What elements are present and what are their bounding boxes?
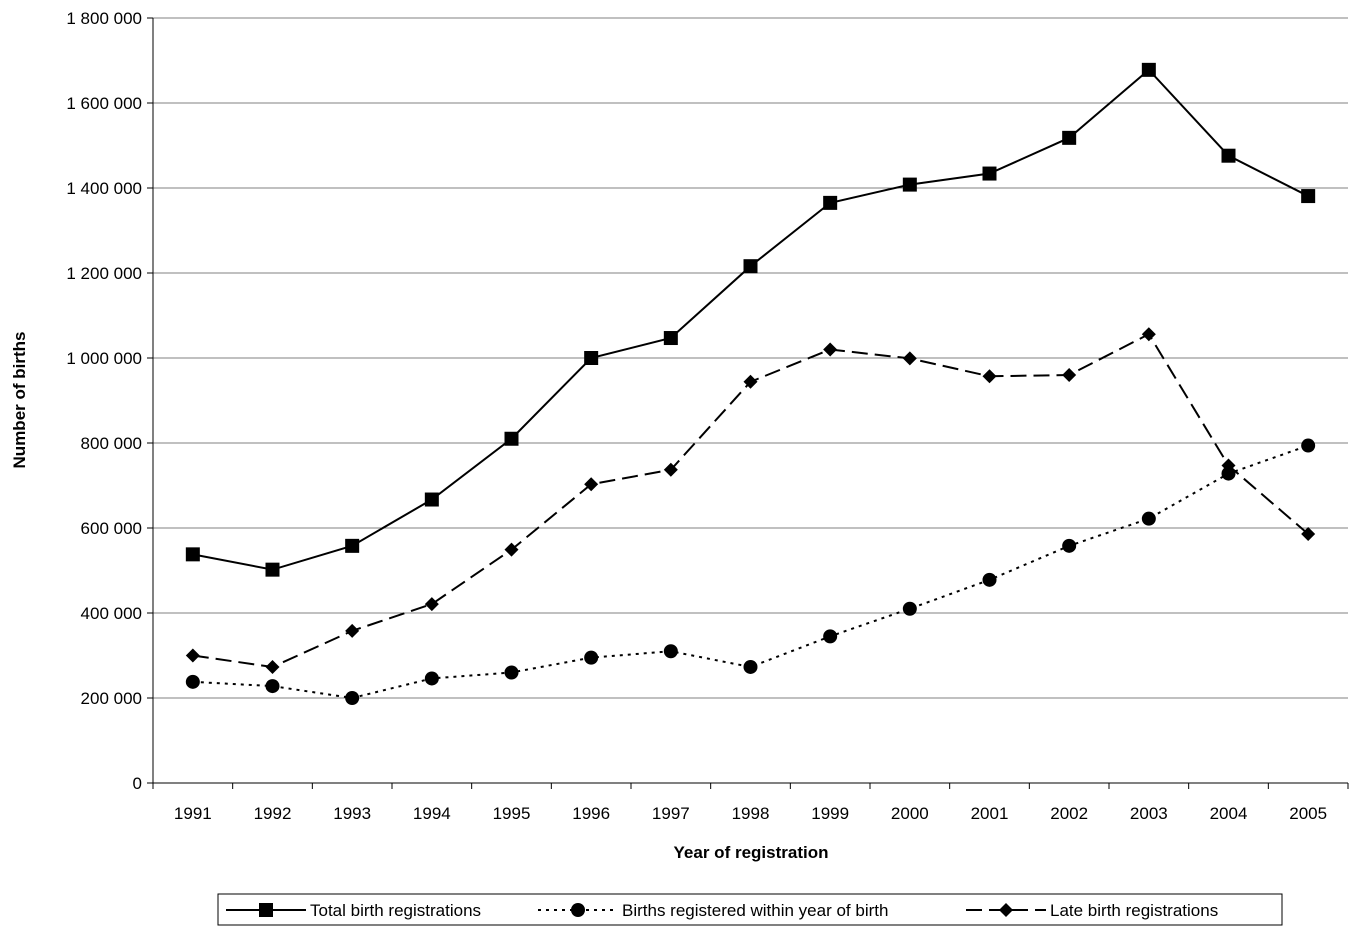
data-point [584,650,599,665]
data-point [345,691,360,705]
legend-entry: Late birth registrations [966,901,1218,920]
legend: Total birth registrations Births register… [217,893,1283,926]
y-tick-label: 1 200 000 [66,264,142,283]
data-point [1141,62,1156,77]
data-point [982,369,997,384]
y-tick-label: 1 400 000 [66,179,142,198]
legend-marker [259,903,273,917]
legend-label: Births registered within year of birth [622,901,888,920]
x-tick-label: 2002 [1050,804,1088,823]
data-point [663,331,678,346]
series-line [192,68,1309,571]
data-point [982,572,997,587]
data-point [584,477,599,492]
gridlines [153,17,1348,699]
x-tick-label: 2003 [1130,804,1168,823]
data-point [584,351,599,365]
y-axis-label: Number of births [10,332,29,469]
legend-label: Total birth registrations [310,901,481,920]
data-point [1141,511,1156,526]
data-point [265,659,280,674]
x-tick-label: 2000 [891,804,929,823]
data-point [265,562,280,577]
y-tick-label: 0 [133,774,142,793]
x-tick-label: 1999 [811,804,849,823]
data-point [743,659,758,674]
data-point [1062,130,1077,145]
legend-entry: Births registered within year of birth [538,901,888,920]
y-tick-label: 200 000 [81,689,142,708]
data-point [1301,438,1316,453]
x-tick-label: 1992 [254,804,292,823]
data-point [504,665,519,680]
series-square [185,62,1316,577]
legend-label: Late birth registrations [1050,901,1218,920]
data-point [1221,466,1236,481]
legend-box [217,893,1283,926]
legend-marker [571,903,585,917]
y-tick-label: 800 000 [81,434,142,453]
x-tick-label: 2004 [1210,804,1248,823]
axes: 0 200 000 400 000 600 000 800 000 1 000 000 1 … [66,9,1349,823]
x-axis-label: Year of registration [674,843,829,862]
data-point [1301,189,1316,204]
x-tick-label: 2001 [971,804,1009,823]
data-point [982,166,997,181]
legend-marker [999,903,1013,917]
data-point [345,623,360,638]
x-tick-label: 1991 [174,804,212,823]
y-tick-label: 1 800 000 [66,9,142,28]
data-point [902,601,917,616]
x-tick-label: 1993 [333,804,371,823]
data-point [504,431,519,446]
data-point [1141,327,1156,342]
y-tick-label: 400 000 [81,604,142,623]
y-tick-label: 1 000 000 [66,349,142,368]
y-tick-label: 1 600 000 [66,94,142,113]
data-point [185,547,200,562]
x-tick-label: 1997 [652,804,690,823]
data-point [424,671,439,686]
series-line [192,444,1309,700]
data-point [345,538,360,553]
legend-entry: Total birth registrations [226,901,481,920]
data-point [1062,368,1077,382]
data-point [1221,458,1236,473]
data-point [424,492,439,507]
data-point [504,542,519,557]
series-diamond [185,327,1316,674]
y-tick-label: 600 000 [81,519,142,538]
data-point [1062,538,1077,553]
series-circle [185,438,1316,705]
data-point [902,351,917,366]
data-point [1301,526,1316,541]
data-point [1221,148,1236,163]
data-point [902,177,917,192]
x-tick-label: 1994 [413,804,451,823]
data-point [743,374,758,389]
x-tick-label: 1998 [732,804,770,823]
data-point [185,648,200,663]
data-point [823,629,838,644]
x-tick-label: 2005 [1289,804,1327,823]
x-tick-label: 1995 [493,804,531,823]
data-point [424,597,439,612]
data-point [265,679,280,694]
data-point [185,674,200,689]
data-point [663,462,678,477]
x-tick-label: 1996 [572,804,610,823]
data-point [823,195,838,210]
series-lines [185,62,1316,705]
data-point [823,342,838,357]
data-point [663,644,678,659]
data-point [743,259,758,274]
